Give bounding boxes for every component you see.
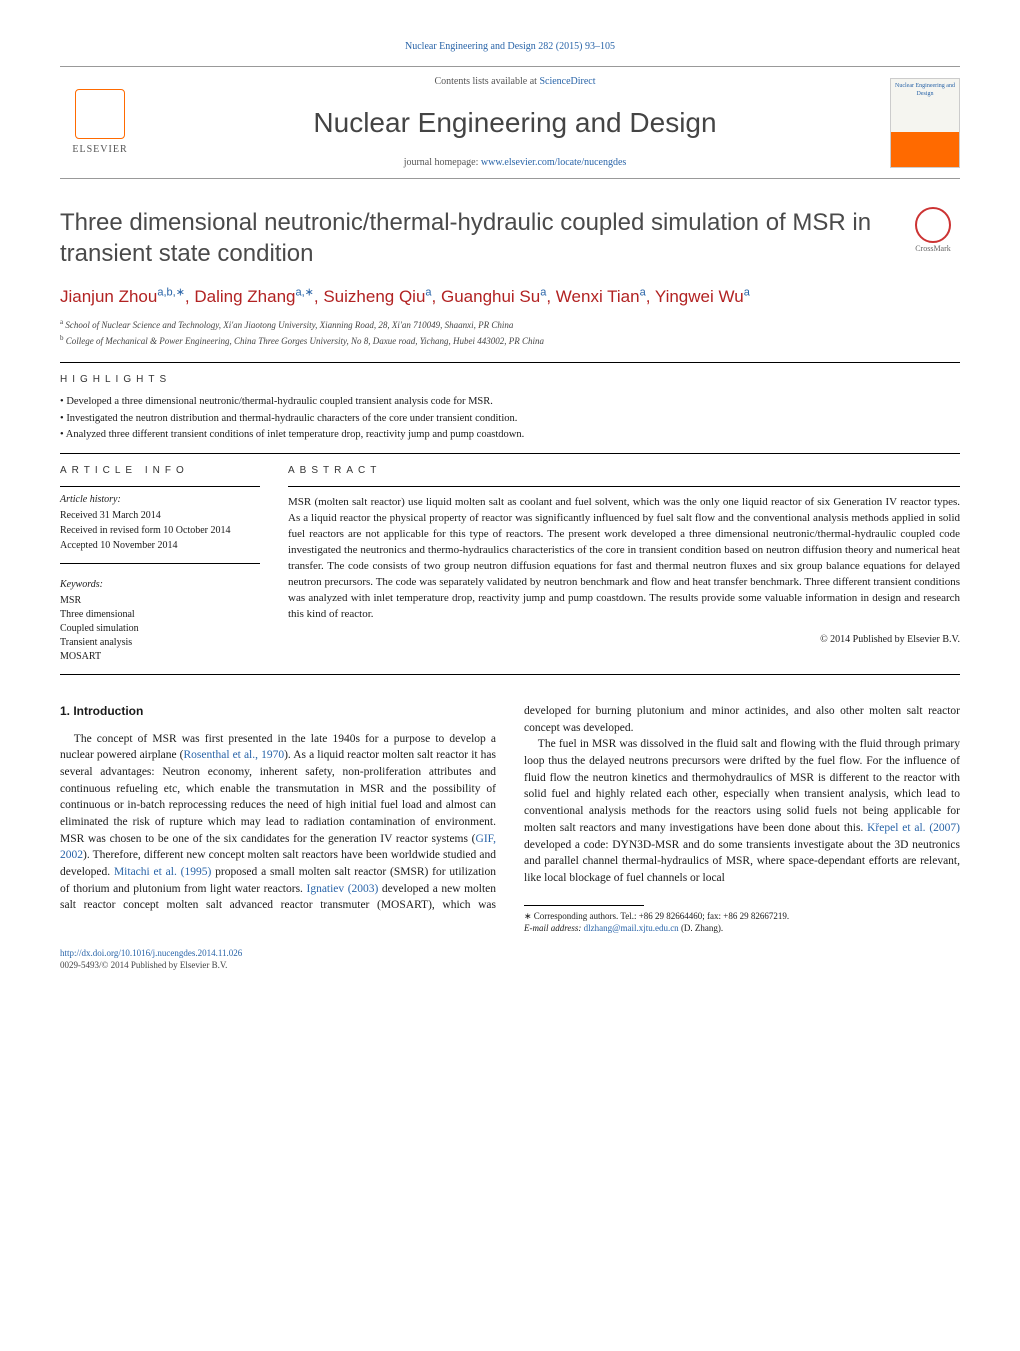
journal-name: Nuclear Engineering and Design — [140, 103, 890, 142]
contents-prefix: Contents lists available at — [434, 76, 539, 87]
highlights-section: HIGHLIGHTS Developed a three dimensional… — [60, 373, 960, 443]
corresponding-author-note: ∗ Corresponding authors. Tel.: +86 29 82… — [524, 910, 960, 923]
homepage-line: journal homepage: www.elsevier.com/locat… — [140, 156, 890, 170]
affiliations: a School of Nuclear Science and Technolo… — [60, 317, 960, 348]
journal-cover-thumbnail[interactable]: Nuclear Engineering and Design — [890, 78, 960, 168]
page-footer: http://dx.doi.org/10.1016/j.nucengdes.20… — [60, 947, 960, 972]
citation-link[interactable]: Mitachi et al. (1995) — [114, 866, 211, 878]
intro-heading: 1. Introduction — [60, 703, 496, 720]
highlights-list: Developed a three dimensional neutronic/… — [60, 395, 960, 443]
highlights-header: HIGHLIGHTS — [60, 373, 960, 387]
history-line: Received in revised form 10 October 2014 — [60, 524, 260, 538]
history-line: Received 31 March 2014 — [60, 509, 260, 523]
title-row: Three dimensional neutronic/thermal-hydr… — [60, 207, 960, 269]
email-line: E-mail address: dlzhang@mail.xjtu.edu.cn… — [524, 922, 960, 935]
article-info-header: ARTICLE INFO — [60, 464, 260, 478]
footnote-separator — [524, 905, 644, 906]
footnotes: ∗ Corresponding authors. Tel.: +86 29 82… — [524, 910, 960, 935]
citation-header: Nuclear Engineering and Design 282 (2015… — [60, 40, 960, 54]
abstract-header: ABSTRACT — [288, 464, 960, 478]
keyword: Transient analysis — [60, 636, 260, 650]
rule — [288, 486, 960, 487]
crossmark-badge[interactable]: CrossMark — [906, 207, 960, 261]
masthead: ELSEVIER Contents lists available at Sci… — [60, 66, 960, 179]
keyword: Coupled simulation — [60, 622, 260, 636]
cover-title: Nuclear Engineering and Design — [895, 83, 955, 97]
affiliation-line: b College of Mechanical & Power Engineer… — [60, 333, 960, 349]
rule — [60, 486, 260, 487]
publisher-name: ELSEVIER — [72, 143, 127, 157]
citation-link[interactable]: Ignatiev (2003) — [306, 883, 378, 895]
rule — [60, 453, 960, 454]
issn-copyright: 0029-5493/© 2014 Published by Elsevier B… — [60, 960, 227, 970]
article-title: Three dimensional neutronic/thermal-hydr… — [60, 207, 906, 269]
homepage-prefix: journal homepage: — [404, 157, 481, 168]
history-header: Article history: — [60, 493, 260, 507]
keywords-block: Keywords: MSRThree dimensionalCoupled si… — [60, 578, 260, 664]
abstract-copyright: © 2014 Published by Elsevier B.V. — [288, 633, 960, 647]
email-label: E-mail address: — [524, 923, 584, 933]
authors-list: Jianjun Zhoua,b,∗, Daling Zhanga,∗, Suiz… — [60, 284, 960, 310]
abstract-text: MSR (molten salt reactor) use liquid mol… — [288, 495, 960, 623]
history-line: Accepted 10 November 2014 — [60, 539, 260, 553]
crossmark-icon — [915, 207, 951, 243]
sciencedirect-link[interactable]: ScienceDirect — [539, 76, 595, 87]
citation-link[interactable]: GIF, 2002 — [60, 833, 496, 862]
email-suffix: (D. Zhang). — [679, 923, 724, 933]
contents-line: Contents lists available at ScienceDirec… — [140, 75, 890, 89]
citation-link[interactable]: Nuclear Engineering and Design 282 (2015… — [405, 41, 615, 52]
doi-link[interactable]: http://dx.doi.org/10.1016/j.nucengdes.20… — [60, 948, 242, 958]
keyword: MOSART — [60, 650, 260, 664]
abstract-section: ABSTRACT MSR (molten salt reactor) use l… — [288, 464, 960, 664]
publisher-logo[interactable]: ELSEVIER — [60, 83, 140, 163]
article-info: ARTICLE INFO Article history: Received 3… — [60, 464, 260, 664]
keyword: MSR — [60, 594, 260, 608]
keywords-header: Keywords: — [60, 578, 260, 592]
info-abstract-row: ARTICLE INFO Article history: Received 3… — [60, 464, 960, 664]
intro-para-2: The fuel in MSR was dissolved in the flu… — [524, 736, 960, 886]
body-content: 1. Introduction The concept of MSR was f… — [60, 703, 960, 935]
highlight-item: Developed a three dimensional neutronic/… — [60, 395, 960, 410]
citation-link[interactable]: Křepel et al. (2007) — [867, 822, 960, 834]
rule — [60, 674, 960, 675]
homepage-link[interactable]: www.elsevier.com/locate/nucengdes — [481, 157, 626, 168]
citation-link[interactable]: Rosenthal et al., 1970 — [184, 749, 285, 761]
elsevier-tree-icon — [75, 89, 125, 139]
email-link[interactable]: dlzhang@mail.xjtu.edu.cn — [584, 923, 679, 933]
rule — [60, 362, 960, 363]
highlight-item: Investigated the neutron distribution an… — [60, 412, 960, 427]
highlight-item: Analyzed three different transient condi… — [60, 428, 960, 443]
affiliation-line: a School of Nuclear Science and Technolo… — [60, 317, 960, 333]
crossmark-label: CrossMark — [915, 243, 951, 254]
masthead-center: Contents lists available at ScienceDirec… — [140, 75, 890, 170]
keyword: Three dimensional — [60, 608, 260, 622]
rule — [60, 563, 260, 564]
